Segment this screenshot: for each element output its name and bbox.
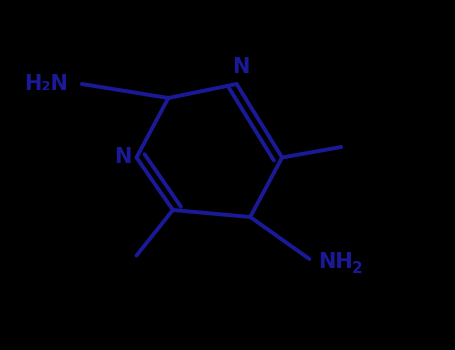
Text: NH: NH (318, 252, 353, 273)
Text: N: N (233, 57, 250, 77)
Text: N: N (115, 147, 132, 168)
Text: H₂N: H₂N (25, 74, 68, 94)
Text: 2: 2 (351, 261, 362, 276)
